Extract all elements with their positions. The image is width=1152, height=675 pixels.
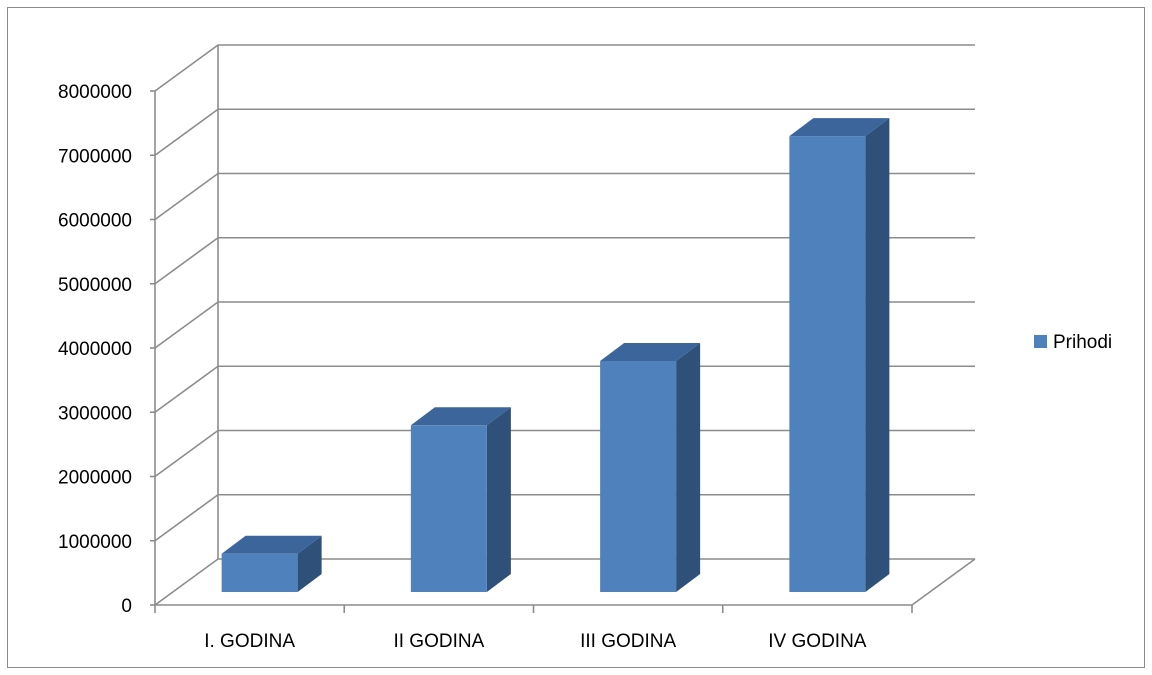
bar bbox=[789, 136, 866, 592]
y-tick-label: 2000000 bbox=[58, 468, 132, 489]
y-axis-ticks: 0 1000000 2000000 3000000 4000000 5000000 6000… bbox=[58, 82, 132, 617]
y-tick-label: 8000000 bbox=[58, 82, 132, 103]
bar-side bbox=[297, 535, 322, 592]
floor-edge bbox=[911, 558, 976, 606]
x-axis-categories: I. GODINA II GODINA III GODINA IV GODINA bbox=[204, 631, 867, 652]
legend-label: Prihodi bbox=[1053, 332, 1112, 353]
bar bbox=[410, 425, 487, 592]
legend: Prihodi bbox=[1034, 332, 1112, 353]
bar-side bbox=[486, 407, 511, 592]
x-category-label: II GODINA bbox=[393, 631, 484, 652]
bar-side bbox=[865, 118, 890, 592]
gridlines bbox=[154, 44, 976, 606]
bars bbox=[221, 118, 890, 592]
bar-top bbox=[410, 407, 511, 426]
bar-top bbox=[789, 118, 890, 137]
bar-top bbox=[221, 535, 322, 554]
y-tick-label: 6000000 bbox=[58, 211, 132, 232]
y-tick-label: 4000000 bbox=[58, 339, 132, 360]
y-tick-label: 3000000 bbox=[58, 403, 132, 424]
y-tick-label: 1000000 bbox=[58, 532, 132, 553]
y-tick-label: 5000000 bbox=[58, 275, 132, 296]
axes bbox=[150, 90, 913, 613]
chart-area bbox=[7, 7, 1145, 668]
gridline bbox=[154, 44, 975, 92]
y-tick-label: 0 bbox=[121, 596, 132, 617]
bar bbox=[221, 553, 298, 592]
x-category-label: I. GODINA bbox=[204, 631, 295, 652]
y-tick-label: 7000000 bbox=[58, 146, 132, 167]
x-category-label: IV GODINA bbox=[768, 631, 867, 652]
x-category-label: III GODINA bbox=[580, 631, 676, 652]
bar bbox=[600, 361, 677, 592]
bar-top bbox=[600, 343, 701, 361]
bar-side bbox=[676, 343, 701, 592]
legend-swatch bbox=[1034, 335, 1047, 348]
